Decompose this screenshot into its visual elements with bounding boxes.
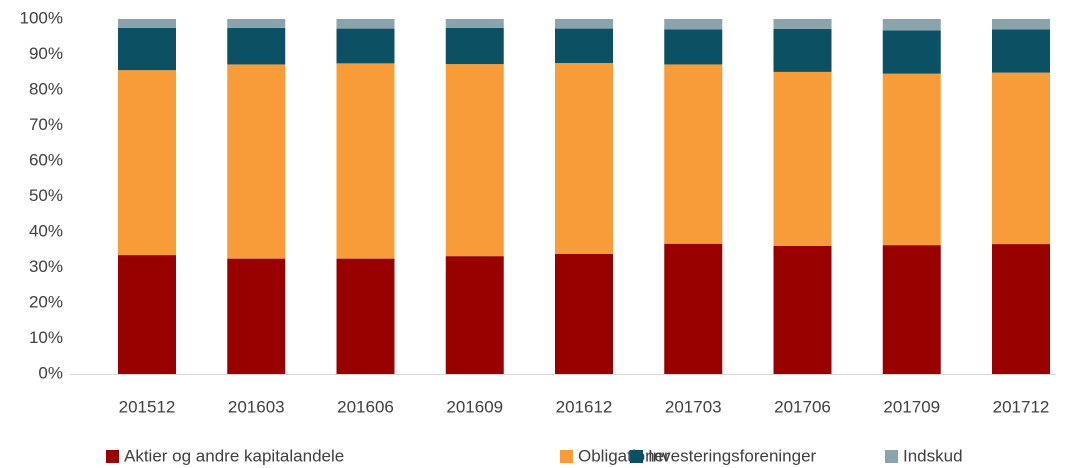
y-tick-label: 50% bbox=[29, 186, 63, 205]
bar-segment bbox=[336, 63, 395, 259]
bar-segment bbox=[882, 73, 941, 246]
x-tick-label: 201712 bbox=[993, 397, 1050, 416]
bar-segment bbox=[227, 64, 286, 259]
bar-segment bbox=[555, 63, 613, 255]
bar-segment bbox=[118, 70, 176, 256]
y-tick-label: 80% bbox=[29, 79, 63, 98]
bar-segment bbox=[445, 19, 504, 28]
bar-segment bbox=[445, 256, 504, 374]
y-tick-label: 30% bbox=[29, 257, 63, 276]
bar-segment bbox=[992, 244, 1050, 374]
bar-segment bbox=[555, 28, 613, 64]
legend-label: Obligationer bbox=[578, 446, 670, 465]
y-tick-label: 20% bbox=[29, 292, 63, 311]
x-tick-label: 201612 bbox=[556, 397, 613, 416]
bar-segment bbox=[118, 19, 176, 28]
x-tick-label: 201512 bbox=[119, 397, 176, 416]
bar-segment bbox=[227, 27, 286, 65]
legend-label: Aktier og andre kapitalandele bbox=[124, 446, 344, 465]
bar-segment bbox=[882, 245, 941, 374]
bar-segment bbox=[445, 64, 504, 257]
bar-segment bbox=[118, 27, 176, 71]
x-tick-label: 201606 bbox=[337, 397, 394, 416]
y-tick-label: 40% bbox=[29, 221, 63, 240]
bar-segment bbox=[992, 19, 1050, 30]
legend-swatch bbox=[106, 450, 119, 463]
bar-segment bbox=[445, 27, 504, 65]
bar-segment bbox=[664, 19, 723, 30]
x-tick-label: 201709 bbox=[883, 397, 940, 416]
legend-swatch bbox=[560, 450, 573, 463]
bar-segment bbox=[992, 29, 1050, 73]
legend-swatch bbox=[630, 450, 643, 463]
bar-segment bbox=[336, 28, 395, 64]
bar-segment bbox=[882, 30, 941, 74]
y-tick-label: 10% bbox=[29, 328, 63, 347]
bar-segment bbox=[664, 29, 723, 65]
bar-segment bbox=[773, 19, 832, 29]
bar-segment bbox=[773, 28, 832, 72]
bar-segment bbox=[773, 245, 832, 374]
bar-segment bbox=[555, 254, 613, 374]
x-tick-label: 201706 bbox=[774, 397, 831, 416]
bar-segment bbox=[227, 258, 286, 374]
x-tick-label: 201609 bbox=[446, 397, 503, 416]
y-tick-label: 60% bbox=[29, 150, 63, 169]
bar-segment bbox=[882, 19, 941, 31]
y-tick-label: 90% bbox=[29, 44, 63, 63]
y-tick-label: 70% bbox=[29, 115, 63, 134]
x-tick-label: 201603 bbox=[228, 397, 285, 416]
bar-segment bbox=[336, 258, 395, 374]
bar-segment bbox=[227, 19, 286, 28]
bar-segment bbox=[664, 243, 723, 374]
y-tick-label: 100% bbox=[20, 8, 63, 27]
legend-swatch bbox=[885, 450, 898, 463]
bar-segment bbox=[118, 255, 176, 374]
y-tick-label: 0% bbox=[38, 363, 63, 382]
bar-segment bbox=[664, 64, 723, 244]
bar-segment bbox=[336, 19, 395, 29]
legend-label: Investeringsforeninger bbox=[648, 446, 817, 465]
bar-segment bbox=[992, 72, 1050, 245]
x-tick-label: 201703 bbox=[665, 397, 722, 416]
legend-label: Indskud bbox=[903, 446, 963, 465]
bar-segment bbox=[555, 19, 613, 29]
bar-segment bbox=[773, 71, 832, 246]
